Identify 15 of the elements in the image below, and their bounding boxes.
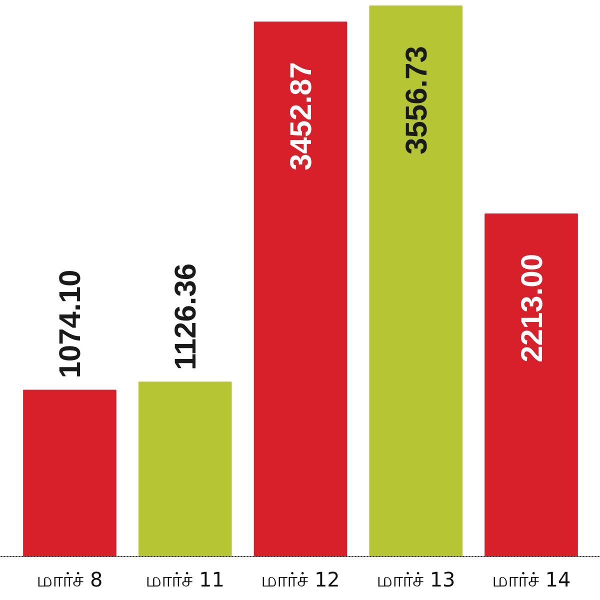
x-tick-label: மார்ச் 8	[36, 568, 103, 592]
bar	[254, 22, 348, 556]
data-label: 1126.36	[170, 263, 203, 370]
bar	[138, 382, 232, 556]
x-tick-label: மார்ச் 11	[146, 568, 225, 592]
bar	[484, 213, 578, 556]
data-label: 1074.10	[54, 270, 88, 378]
data-label: 3452.87	[285, 62, 318, 171]
bar	[23, 390, 116, 556]
x-tick-label: மார்ச் 14	[492, 568, 571, 592]
x-tick-label: மார்ச் 12	[261, 568, 340, 592]
data-label: 2213.00	[516, 254, 549, 362]
bar	[369, 6, 463, 556]
data-label: 3556.73	[400, 46, 434, 154]
x-tick-label: மார்ச் 13	[376, 568, 456, 592]
